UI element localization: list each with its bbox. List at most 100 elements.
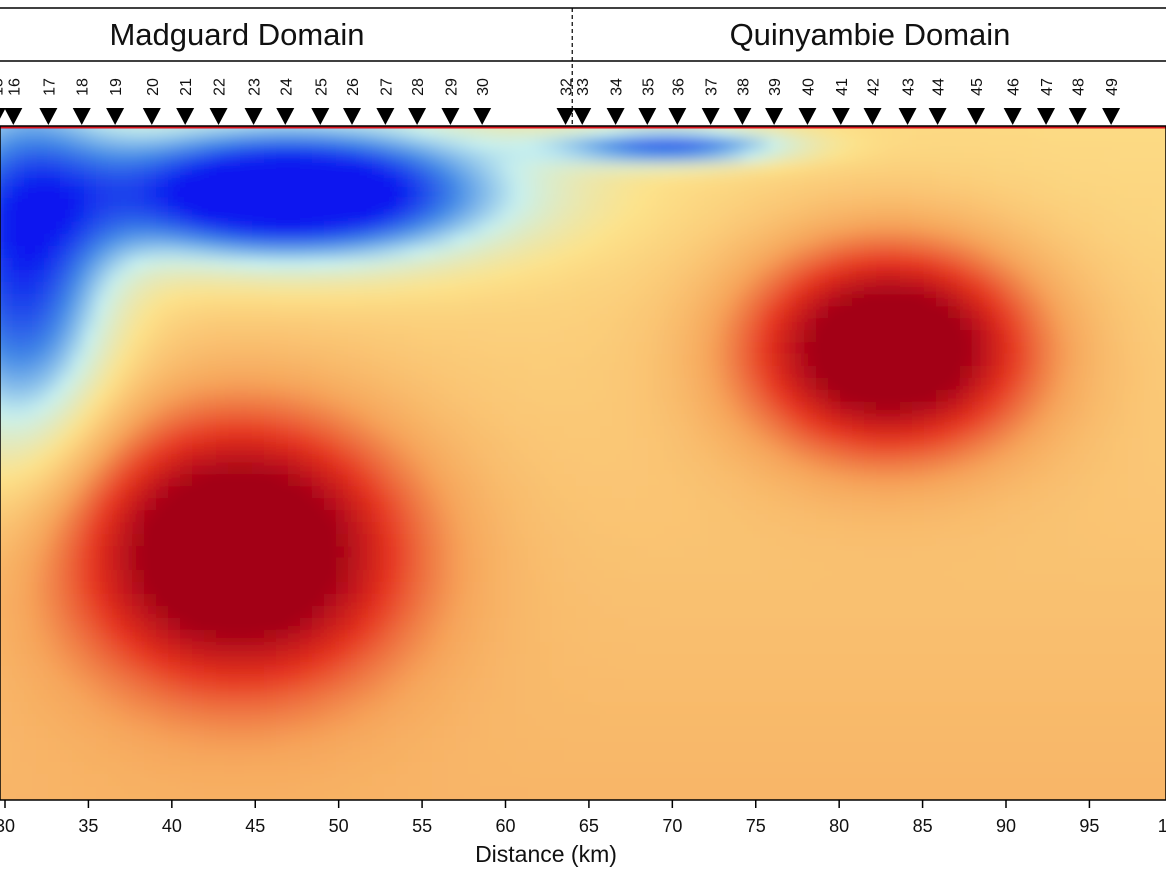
heatmap-cell xyxy=(288,630,301,643)
heatmap-cell xyxy=(612,294,625,307)
heatmap-cell xyxy=(312,150,325,163)
heatmap-cell xyxy=(696,630,709,643)
heatmap-cell xyxy=(612,534,625,547)
heatmap-cell xyxy=(264,306,277,319)
heatmap-cell xyxy=(36,318,49,331)
heatmap-cell xyxy=(468,630,481,643)
heatmap-cell xyxy=(816,186,829,199)
heatmap-cell xyxy=(948,510,961,523)
heatmap-cell xyxy=(720,186,733,199)
heatmap-cell xyxy=(816,666,829,679)
heatmap-cell xyxy=(396,534,409,547)
heatmap-cell xyxy=(312,378,325,391)
heatmap-cell xyxy=(84,342,97,355)
heatmap-cell xyxy=(84,390,97,403)
heatmap-cell xyxy=(180,174,193,187)
heatmap-cell xyxy=(1116,666,1129,679)
heatmap-cell xyxy=(540,186,553,199)
heatmap-cell xyxy=(1008,222,1021,235)
heatmap-cell xyxy=(1032,678,1045,691)
heatmap-cell xyxy=(1152,354,1165,367)
heatmap-cell xyxy=(456,618,469,631)
heatmap-cell xyxy=(300,354,313,367)
heatmap-cell xyxy=(132,402,145,415)
heatmap-cell xyxy=(120,630,133,643)
heatmap-cell xyxy=(1152,558,1165,571)
heatmap-cell xyxy=(180,582,193,595)
heatmap-cell xyxy=(168,126,181,127)
heatmap-cell xyxy=(816,174,829,187)
heatmap-cell xyxy=(948,546,961,559)
heatmap-cell xyxy=(828,438,841,451)
heatmap-cell xyxy=(324,450,337,463)
heatmap-cell xyxy=(624,162,637,175)
heatmap-cell xyxy=(852,594,865,607)
heatmap-cell xyxy=(1068,510,1081,523)
heatmap-cell xyxy=(36,150,49,163)
heatmap-cell xyxy=(1056,582,1069,595)
heatmap-cell xyxy=(372,162,385,175)
heatmap-cell xyxy=(912,642,925,655)
heatmap-cell xyxy=(372,234,385,247)
heatmap-cell xyxy=(180,366,193,379)
heatmap-cell xyxy=(732,426,745,439)
heatmap-cell xyxy=(324,558,337,571)
heatmap-cell xyxy=(1092,246,1105,259)
heatmap-cell xyxy=(312,486,325,499)
heatmap-cell xyxy=(1140,510,1153,523)
heatmap-cell xyxy=(324,318,337,331)
heatmap-cell xyxy=(516,402,529,415)
heatmap-cell xyxy=(648,438,661,451)
heatmap-cell xyxy=(84,426,97,439)
heatmap-cell xyxy=(1056,510,1069,523)
heatmap-cell xyxy=(444,342,457,355)
heatmap-cell xyxy=(996,126,1009,127)
heatmap-cell xyxy=(708,642,721,655)
heatmap-cell xyxy=(504,222,517,235)
heatmap-cell xyxy=(408,306,421,319)
heatmap-cell xyxy=(696,534,709,547)
heatmap-cell xyxy=(492,438,505,451)
heatmap-cell xyxy=(768,654,781,667)
heatmap-cell xyxy=(840,426,853,439)
heatmap-cell xyxy=(228,234,241,247)
heatmap-cell xyxy=(12,330,25,343)
heatmap-cell xyxy=(408,294,421,307)
heatmap-cell xyxy=(552,426,565,439)
heatmap-cell xyxy=(936,642,949,655)
heatmap-cell xyxy=(168,222,181,235)
heatmap-cell xyxy=(924,234,937,247)
heatmap-cell xyxy=(840,198,853,211)
heatmap-cell xyxy=(540,390,553,403)
heatmap-cell xyxy=(864,318,877,331)
heatmap-cell xyxy=(660,258,673,271)
heatmap-cell xyxy=(192,330,205,343)
heatmap-cell xyxy=(216,690,229,703)
heatmap-cell xyxy=(744,570,757,583)
heatmap-cell xyxy=(912,582,925,595)
heatmap-cell xyxy=(828,354,841,367)
heatmap-cell xyxy=(1128,390,1141,403)
heatmap-cell xyxy=(204,222,217,235)
heatmap-cell xyxy=(1092,222,1105,235)
heatmap-cell xyxy=(792,150,805,163)
heatmap-cell xyxy=(216,582,229,595)
heatmap-cell xyxy=(576,126,589,139)
heatmap-cell xyxy=(336,174,349,187)
heatmap-cell xyxy=(708,474,721,487)
heatmap-cell xyxy=(216,654,229,667)
heatmap-cell xyxy=(876,282,889,295)
heatmap-cell xyxy=(264,630,277,643)
heatmap-cell xyxy=(168,690,181,703)
heatmap-cell xyxy=(1116,390,1129,403)
heatmap-cell xyxy=(252,558,265,571)
heatmap-cell xyxy=(600,486,613,499)
heatmap-cell xyxy=(1140,270,1153,283)
heatmap-cell xyxy=(372,582,385,595)
heatmap-cell xyxy=(24,666,37,679)
heatmap-cell xyxy=(1164,222,1166,235)
heatmap-cell xyxy=(960,330,973,343)
heatmap-cell xyxy=(960,390,973,403)
heatmap-cell xyxy=(72,462,85,475)
heatmap-cell xyxy=(192,318,205,331)
